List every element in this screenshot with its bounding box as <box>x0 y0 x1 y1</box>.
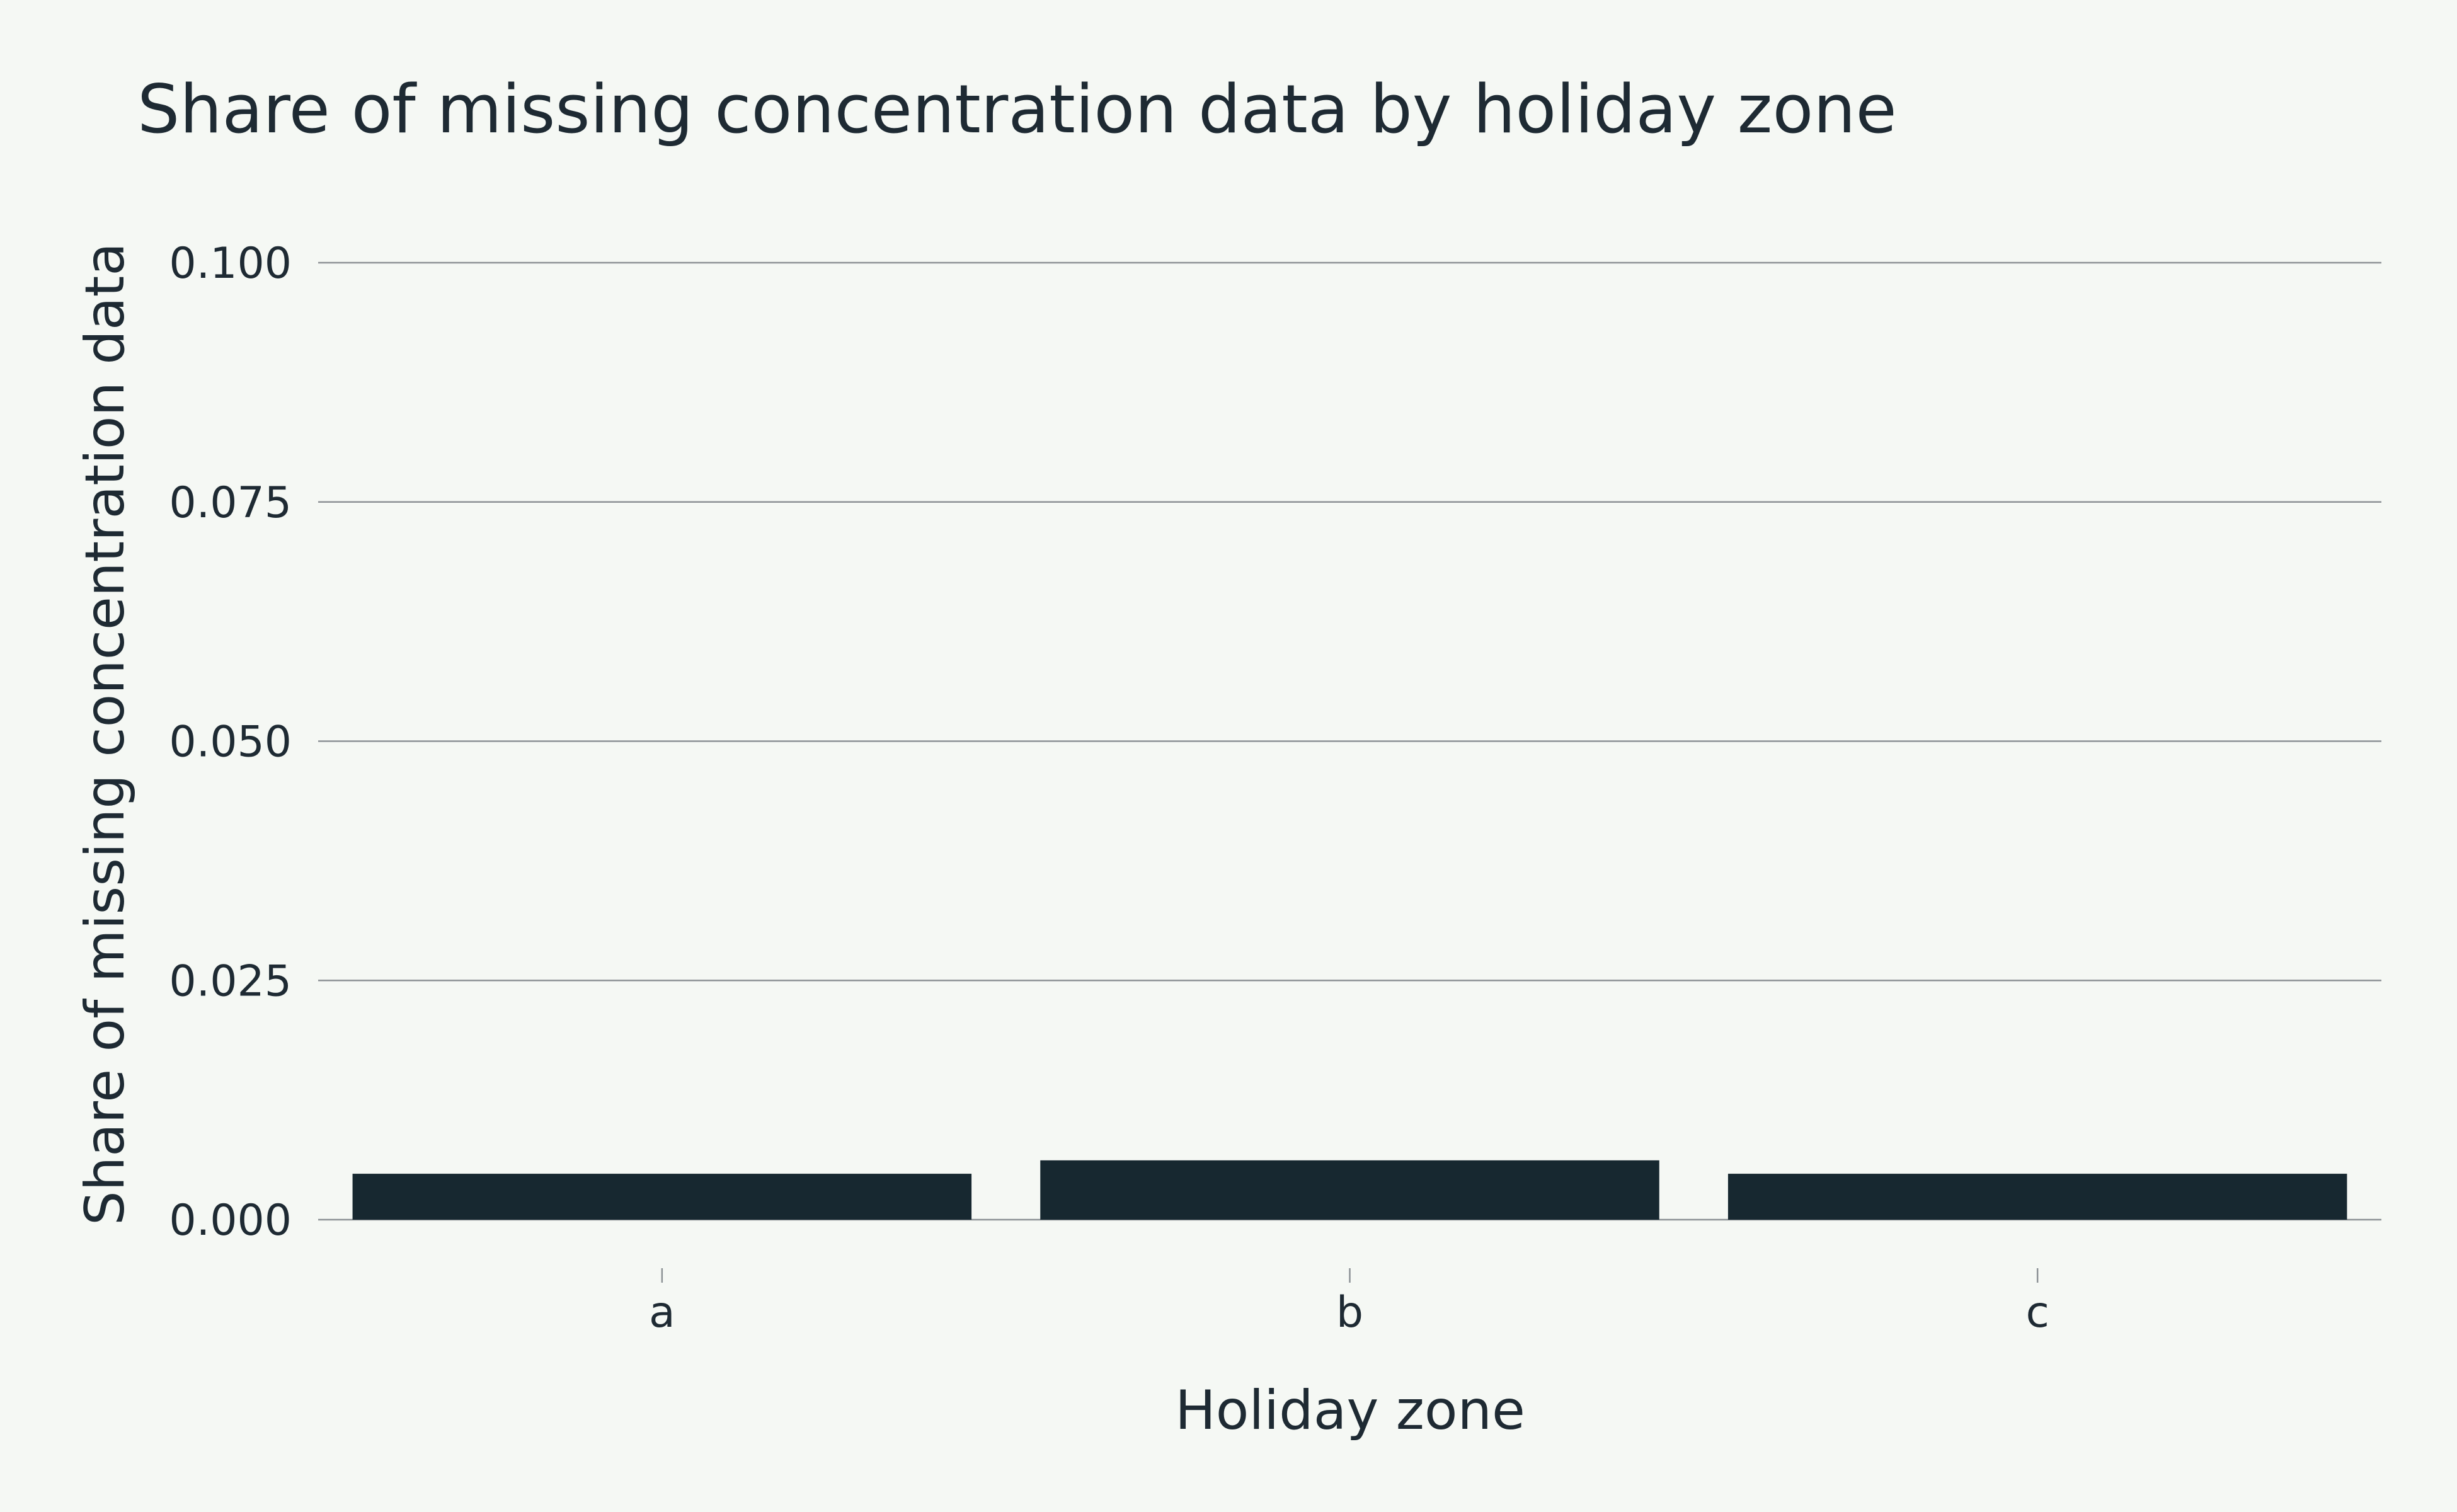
x-axis-ticks: a b c <box>649 1268 2049 1337</box>
y-tick-label: 0.050 <box>169 718 292 767</box>
chart-title: Share of missing concentration data by h… <box>137 71 1897 148</box>
bar-b <box>1040 1160 1659 1220</box>
y-tick-label: 0.075 <box>169 478 292 528</box>
x-axis-label: Holiday zone <box>1175 1379 1525 1442</box>
x-tick-label-b: b <box>1336 1288 1363 1337</box>
x-tick-label-c: c <box>2025 1288 2049 1337</box>
bar-c <box>1727 1174 2347 1220</box>
gridlines <box>318 261 2381 1221</box>
x-tick-label-a: a <box>649 1288 675 1337</box>
y-tick-label: 0.000 <box>169 1196 292 1246</box>
y-axis-label: Share of missing concentration data <box>74 243 137 1225</box>
bar-a <box>352 1174 972 1220</box>
y-tick-label: 0.100 <box>169 239 292 289</box>
bars <box>352 1160 2347 1220</box>
y-tick-label: 0.025 <box>169 956 292 1006</box>
y-axis-ticks: 0.000 0.025 0.050 0.075 0.100 <box>169 239 292 1246</box>
